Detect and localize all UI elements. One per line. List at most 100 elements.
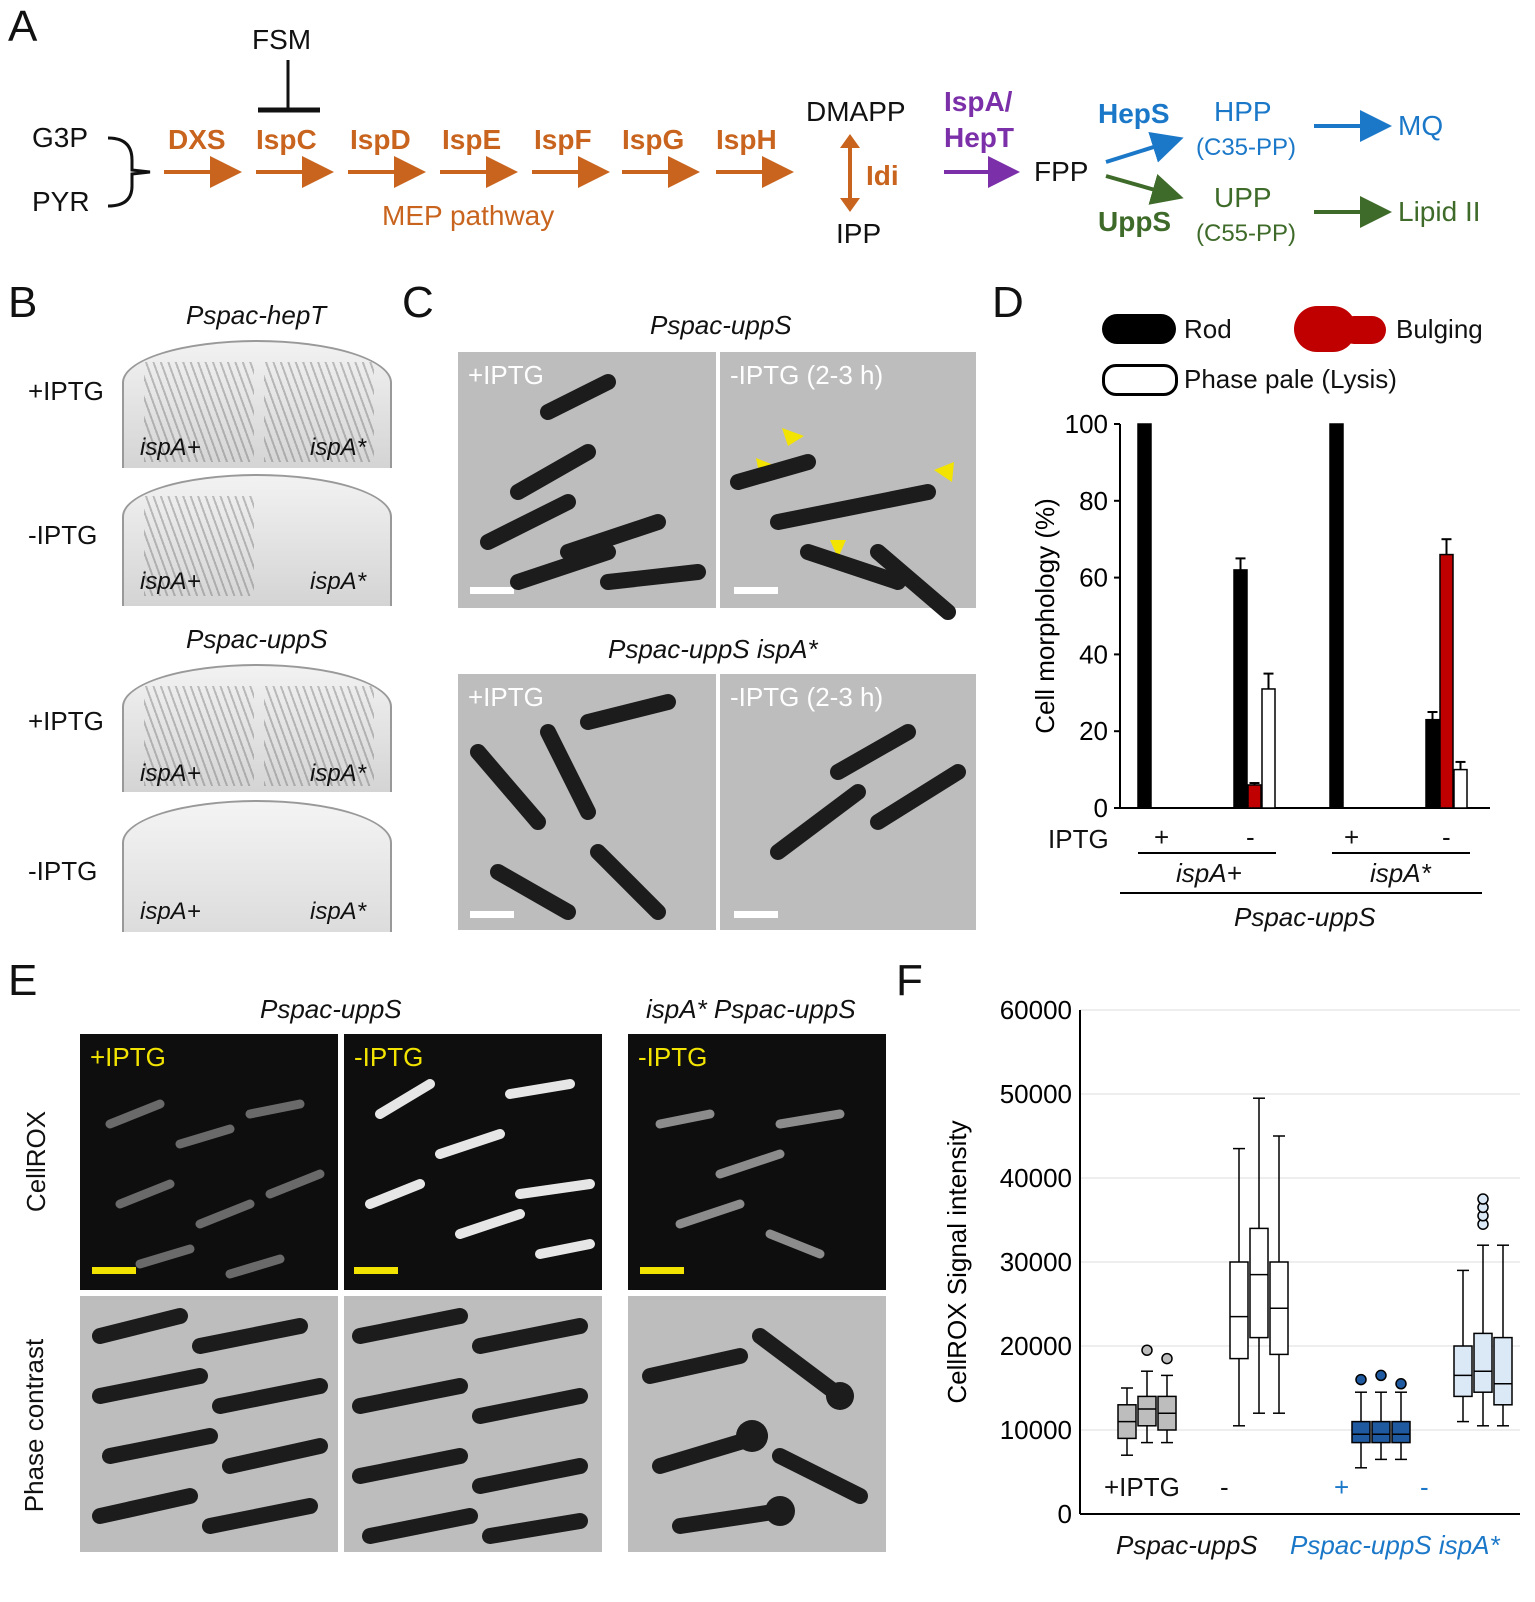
bar-rod [1329, 423, 1344, 809]
outlier-point [1395, 1378, 1407, 1390]
iptg-minus-f: - [1420, 1472, 1429, 1502]
plate-strain-label: ispA* [310, 760, 367, 787]
y-tick-label: 50000 [1000, 1079, 1072, 1109]
phase-cell-shapes [92, 1308, 868, 1544]
group-line [1332, 852, 1470, 854]
agar-plate [122, 340, 392, 468]
plate-row-label: +IPTG [28, 376, 104, 406]
plate-strain-label: ispA+ [140, 434, 201, 461]
legend-label-lysis: Phase pale (Lysis) [1184, 364, 1397, 394]
plate-title-upps: Pspac-uppS [186, 624, 328, 654]
bar-rod [1425, 718, 1440, 809]
plate-strain-label: ispA* [310, 898, 367, 925]
hpp-label: HPP [1214, 96, 1272, 127]
plate-strain-label: ispA+ [140, 568, 201, 595]
box [1473, 1332, 1493, 1393]
box [1453, 1345, 1473, 1398]
legend-swatch-lysis [1102, 364, 1178, 396]
hpp-sub-label: (C35-PP) [1196, 134, 1297, 161]
y-tick-label: 20000 [1000, 1331, 1072, 1361]
bar-rod [1137, 423, 1152, 809]
group-label-mut: ispA* [1370, 858, 1431, 888]
iptg-label: IPTG [1048, 824, 1109, 854]
fpp-label: FPP [1034, 156, 1089, 187]
bar-phase [1261, 688, 1276, 809]
micrograph-label: +IPTG [468, 682, 544, 712]
group-line [1138, 852, 1276, 854]
plate-row-label: -IPTG [28, 856, 98, 886]
micro-e-title-upps: Pspac-uppS [260, 994, 402, 1024]
panel-label-c: C [402, 278, 434, 327]
iptg-plus: + [1154, 822, 1170, 852]
plate-strain-label: ispA* [310, 434, 367, 461]
legend-label-rod: Rod [1184, 314, 1232, 344]
mep-pathway-label: MEP pathway [382, 200, 555, 231]
plate-strain-label: ispA+ [140, 898, 201, 925]
enzyme-ispg: IspG [622, 124, 685, 155]
scale-bar [470, 911, 514, 918]
idi-label: Idi [866, 160, 899, 191]
scale-bar [354, 1267, 398, 1274]
y-tick-label: 60000 [1000, 995, 1072, 1025]
mq-label: MQ [1398, 110, 1444, 141]
cell-rod-shapes [470, 374, 966, 920]
micro-title-upps-ispa: Pspac-uppS ispA* [608, 634, 818, 664]
outlier-point [1477, 1193, 1489, 1205]
iptg-plus: + [1344, 822, 1360, 852]
legend-swatch-rod [1102, 314, 1176, 344]
outlier-point [1375, 1369, 1387, 1382]
iptg-minus: - [1442, 822, 1451, 852]
plate-row-label: -IPTG [28, 520, 98, 550]
heps-label: HepS [1098, 98, 1170, 129]
ispa-label: IspA/ [944, 86, 1013, 117]
enzyme-isph: IspH [716, 124, 777, 155]
pyr-label: PYR [32, 186, 90, 217]
box [1493, 1336, 1513, 1406]
panel-label-d: D [992, 278, 1024, 327]
upps-label: UppS [1098, 206, 1172, 237]
morphology-bar-chart: 0 20 40 60 80 100 Cell morphology (%) [1030, 409, 1490, 823]
box [1137, 1395, 1157, 1427]
plate-strain-label: ispA* [310, 568, 367, 595]
dmapp-label: DMAPP [806, 96, 906, 127]
micrograph-label: -IPTG (2-3 h) [730, 360, 884, 390]
cellrox-box-plot: 0 10000 20000 30000 40000 50000 60000 CellROX S… [942, 995, 1520, 1529]
box [1391, 1420, 1411, 1444]
ipp-label: IPP [836, 218, 882, 249]
micrograph-cellrox: +IPTG [80, 1034, 338, 1290]
y-tick-label: 60 [1079, 563, 1108, 593]
iptg-minus-f: - [1220, 1472, 1229, 1502]
enzyme-ispd: IspD [350, 124, 411, 155]
row-label-phase: Phase contrast [19, 1338, 50, 1513]
iptg-label-f: +IPTG [1104, 1472, 1180, 1502]
outlier-point [1141, 1344, 1153, 1356]
micro-e-title-ispa: ispA* Pspac-uppS [646, 994, 856, 1024]
scale-bar [734, 911, 778, 918]
bar-bulging [1247, 784, 1262, 809]
iptg-minus: - [1246, 822, 1255, 852]
plate-row-label: +IPTG [28, 706, 104, 736]
lipid-ii-label: Lipid II [1398, 196, 1481, 227]
legend-label-bulging: Bulging [1396, 314, 1483, 344]
iptg-plus-f: + [1334, 1472, 1350, 1502]
panel-label-a: A [8, 2, 38, 51]
group-label-wt: ispA+ [1176, 858, 1242, 888]
bar-phase [1453, 768, 1468, 809]
micrograph-label: -IPTG [354, 1042, 424, 1072]
scale-bar [92, 1267, 136, 1274]
enzyme-dxs: DXS [168, 124, 226, 155]
plate-title-hept: Pspac-hepT [186, 300, 327, 330]
strain-label-f1: Pspac-uppS [1116, 1530, 1258, 1560]
upp-sub-label: (C55-PP) [1196, 220, 1297, 247]
box [1229, 1261, 1249, 1360]
strain-label-f2: Pspac-uppS ispA* [1290, 1530, 1500, 1560]
upp-label: UPP [1214, 182, 1272, 213]
panel-label-e: E [8, 956, 38, 1005]
y-tick-label: 0 [1094, 793, 1108, 823]
micrograph-label: -IPTG [638, 1042, 708, 1072]
panel-label-b: B [8, 278, 38, 327]
micrograph-label: -IPTG (2-3 h) [730, 682, 884, 712]
scale-bar [470, 587, 514, 594]
scale-bar [640, 1267, 684, 1274]
y-tick-label: 80 [1079, 486, 1108, 516]
